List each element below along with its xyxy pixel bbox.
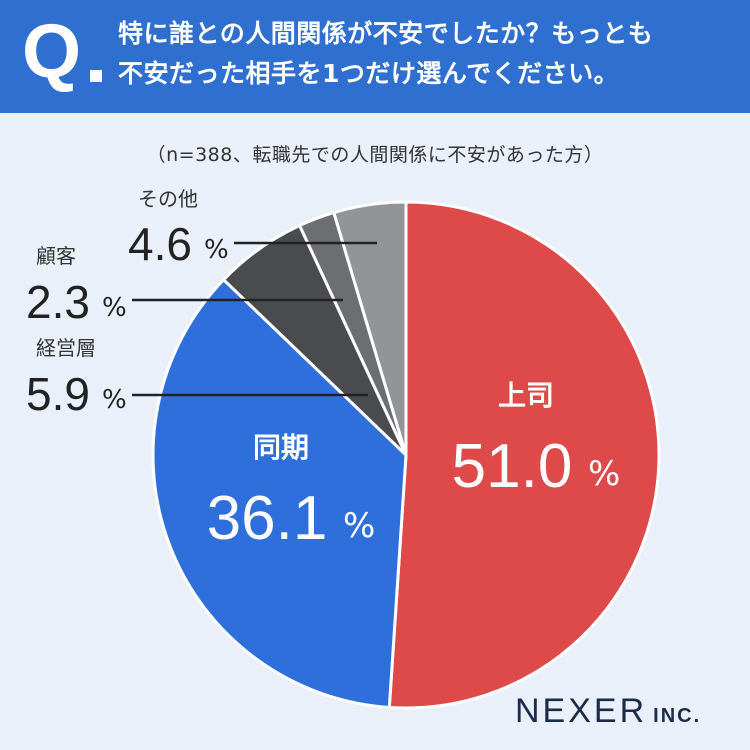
pie-slice-other [332, 200, 408, 457]
question-mark-dot [90, 70, 102, 82]
brand-suffix: INC. [653, 705, 702, 727]
slice-value-peer: 36.1 [207, 484, 328, 553]
slice-label-boss: 上司 [498, 379, 554, 412]
nexer-logo: NEXER INC. [515, 692, 701, 731]
slice-unit-boss: % [588, 454, 620, 494]
question-header: Q 特に誰との人間関係が不安でしたか？もっとも 不安だった相手を1つだけ選んでく… [0, 0, 750, 113]
question-line-1: 特に誰との人間関係が不安でしたか？もっとも [118, 19, 654, 48]
slice-value-management: 5.9 [26, 368, 90, 420]
slice-label-other: その他 [138, 187, 198, 211]
slice-label-customer: 顧客 [36, 244, 76, 268]
slice-value-customer: 2.3 [26, 276, 90, 328]
pie-slice-peer [151, 278, 408, 709]
slice-value-other: 4.6 [128, 218, 192, 270]
slice-label-management: 経営層 [36, 336, 96, 360]
slice-unit-customer: % [102, 293, 127, 323]
question-text: 特に誰との人間関係が不安でしたか？もっとも 不安だった相手を1つだけ選んでくださ… [118, 14, 728, 94]
brand-name: NEXER [515, 692, 648, 730]
slice-unit-other: % [204, 235, 229, 265]
slice-unit-management: % [102, 385, 127, 415]
question-mark: Q [22, 9, 82, 94]
pie-slice-boss [387, 200, 661, 710]
slice-value-boss: 51.0 [452, 432, 573, 501]
question-line-2: 不安だった相手を1つだけ選んでください。 [118, 59, 620, 88]
slice-label-peer: 同期 [253, 431, 309, 464]
sample-note: （n=388、転職先での人間関係に不安があった方） [146, 144, 604, 166]
slice-unit-peer: % [343, 506, 375, 546]
